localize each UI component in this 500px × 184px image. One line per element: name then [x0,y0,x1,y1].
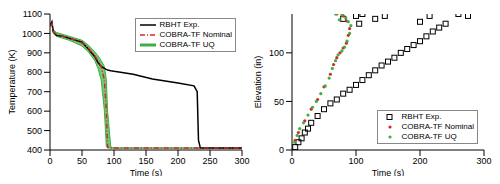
html-text:RBHT Exp.: RBHT Exp. [159,20,200,29]
html-text:COBRA-TF UQ: COBRA-TF UQ [159,40,215,49]
svg-text:0: 0 [289,156,294,166]
svg-text:500: 500 [27,126,42,136]
html-text:RBHT Exp.: RBHT Exp. [401,112,442,121]
svg-text:150: 150 [138,156,153,166]
svg-text:0: 0 [279,145,284,155]
svg-text:100: 100 [269,48,284,58]
svg-text:600: 600 [27,106,42,116]
svg-text:700: 700 [27,87,42,97]
svg-text:50: 50 [77,156,87,166]
svg-text:100: 100 [106,156,121,166]
svg-text:200: 200 [412,156,427,166]
svg-text:Time (s): Time (s) [372,168,405,176]
svg-text:Time (s): Time (s) [130,168,163,176]
svg-text:Elevation (in): Elevation (in) [253,56,263,109]
svg-text:200: 200 [170,156,185,166]
svg-text:900: 900 [27,48,42,58]
svg-text:Temperature (K): Temperature (K) [8,49,17,114]
svg-text:50: 50 [274,97,284,107]
svg-text:400: 400 [27,145,42,155]
svg-text:1000: 1000 [22,29,42,39]
svg-text:250: 250 [202,156,217,166]
svg-text:1100: 1100 [23,9,42,19]
svg-text:100: 100 [348,156,363,166]
svg-text:800: 800 [27,67,42,77]
svg-text:300: 300 [476,156,491,166]
html-text:COBRA-TF Nominal: COBRA-TF Nominal [159,30,232,39]
html-text:COBRA-TF Nominal: COBRA-TF Nominal [401,122,474,131]
html-text:COBRA-TF UQ: COBRA-TF UQ [401,132,457,141]
svg-text:300: 300 [234,156,249,166]
svg-text:0: 0 [47,156,52,166]
